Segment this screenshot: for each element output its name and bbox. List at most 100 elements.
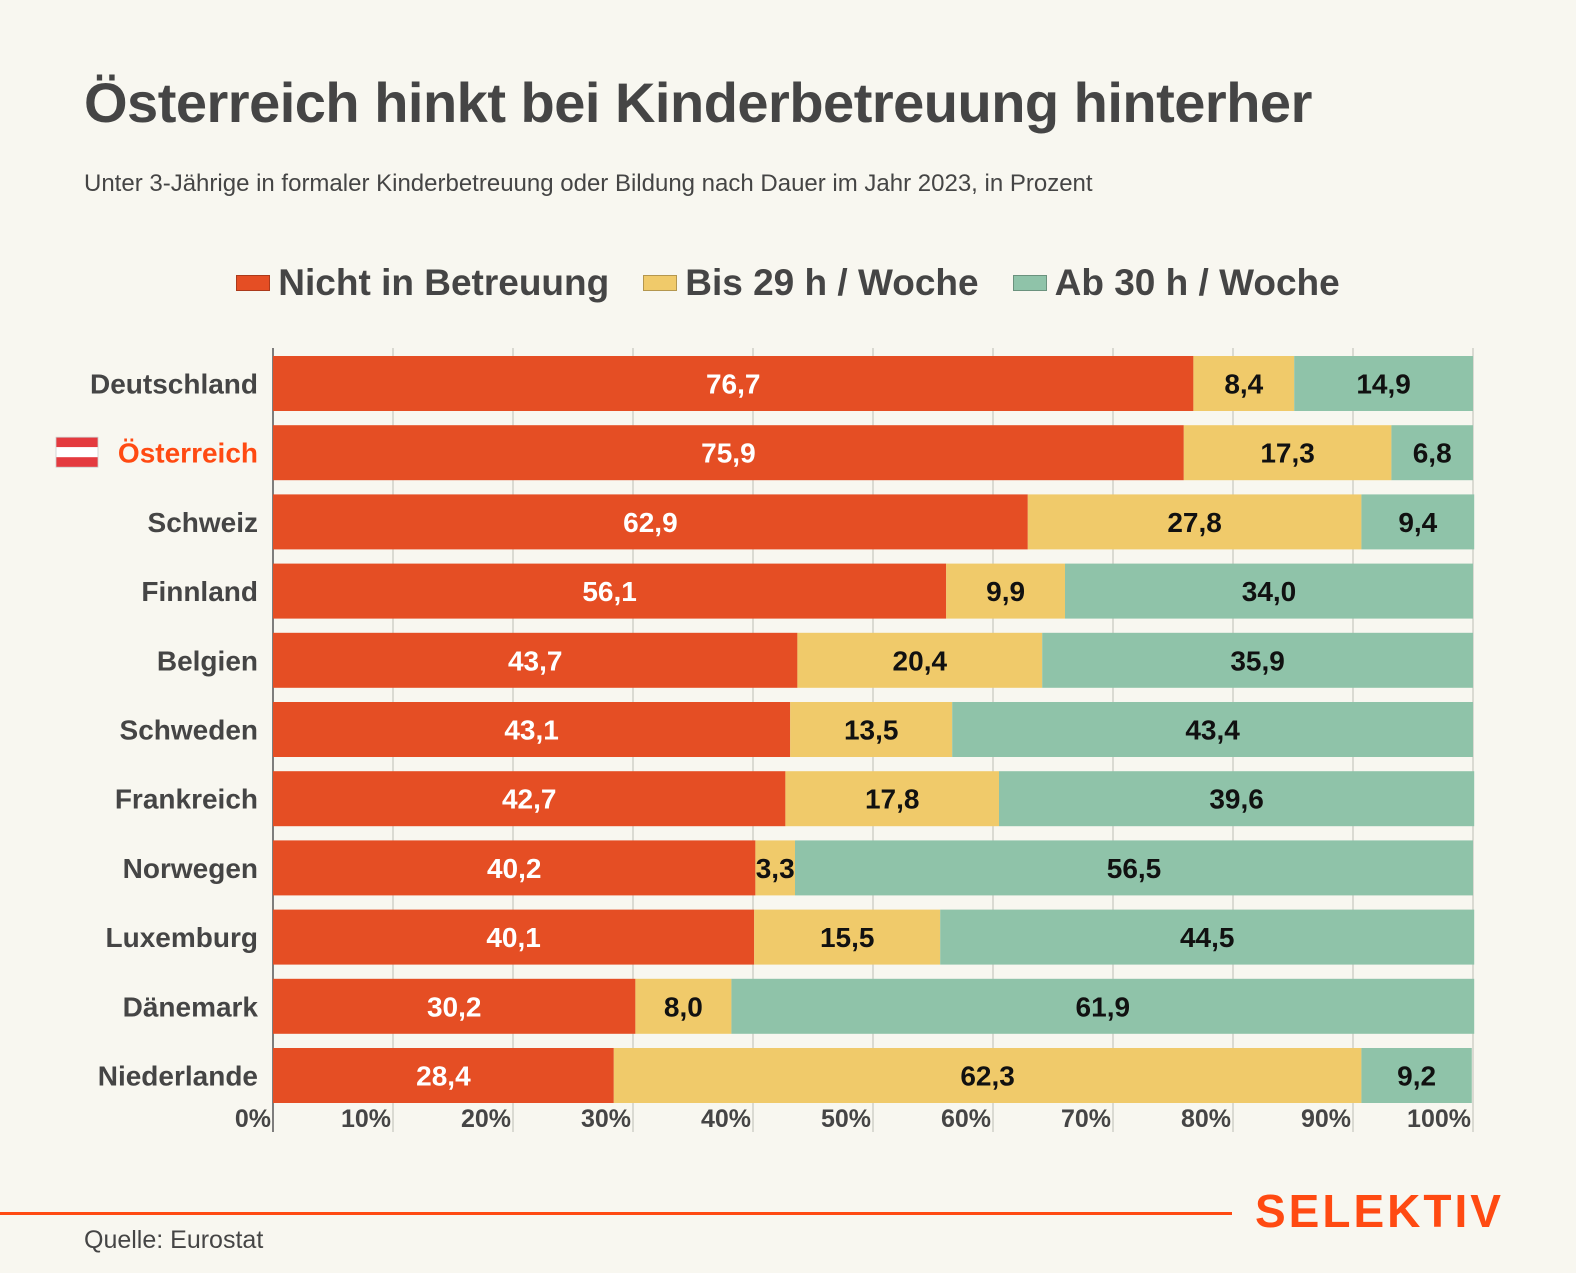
- bar-segment: [1183, 425, 1392, 481]
- data-label: 44,5: [1180, 922, 1235, 953]
- x-tick-label: 10%: [341, 1105, 391, 1133]
- bar-segment: [946, 563, 1065, 619]
- x-tick-label: 70%: [1061, 1105, 1111, 1133]
- data-label: 34,0: [1242, 576, 1297, 607]
- data-label: 9,2: [1397, 1061, 1436, 1092]
- category-label: Finnland: [141, 576, 258, 607]
- bar-segment: [731, 978, 1475, 1034]
- data-label: 56,1: [582, 576, 637, 607]
- legend-swatch-nicht-in-betreuung: [236, 275, 271, 291]
- category-label: Niederlande: [98, 1061, 258, 1092]
- bar-segment: [795, 840, 1473, 896]
- data-label: 30,2: [427, 991, 482, 1022]
- brand-logo: SELEKTIV: [1255, 1185, 1504, 1237]
- data-label: 75,9: [701, 438, 756, 469]
- data-label: 6,8: [1413, 438, 1452, 469]
- bar-segment: [273, 978, 636, 1034]
- data-label: 40,1: [486, 922, 541, 953]
- data-label: 62,9: [623, 507, 678, 538]
- legend-swatch-ab-30h: [1012, 275, 1047, 291]
- data-label: 35,9: [1230, 645, 1285, 676]
- data-label: 27,8: [1167, 507, 1222, 538]
- data-label: 43,1: [504, 715, 559, 746]
- bar-segment: [1193, 356, 1295, 411]
- bar-segment: [1361, 494, 1475, 550]
- legend-item-bis-29h: Bis 29 h / Woche: [643, 262, 979, 304]
- bar-segment: [613, 1048, 1362, 1103]
- data-label: 13,5: [844, 715, 899, 746]
- bar-segment: [273, 1048, 614, 1103]
- x-tick-label: 40%: [701, 1105, 751, 1133]
- x-tick-label: 50%: [821, 1105, 871, 1133]
- chart-subtitle: Unter 3-Jährige in formaler Kinderbetreu…: [84, 170, 1093, 197]
- x-tick-label: 30%: [581, 1105, 631, 1133]
- x-tick-label: 60%: [941, 1105, 991, 1133]
- bar-segment: [999, 771, 1475, 827]
- legend-item-nicht-in-betreuung: Nicht in Betreuung: [236, 262, 609, 304]
- data-label: 76,7: [706, 369, 761, 400]
- flag-stripe: [56, 437, 98, 448]
- bar-segment: [755, 840, 795, 896]
- bar-segment: [1391, 425, 1473, 481]
- x-tick-label: 90%: [1301, 1105, 1351, 1133]
- flag-border: [55, 436, 99, 468]
- x-tick-label: 20%: [461, 1105, 511, 1133]
- x-tick-label: 0%: [235, 1105, 271, 1133]
- data-label: 17,3: [1260, 438, 1315, 469]
- category-label: Luxemburg: [106, 922, 258, 953]
- bar-segment: [635, 978, 732, 1034]
- data-label: 14,9: [1356, 369, 1411, 400]
- data-label: 17,8: [865, 784, 920, 815]
- bar-segment: [273, 771, 786, 827]
- bar-segment: [952, 702, 1473, 757]
- category-label: Deutschland: [90, 369, 258, 400]
- data-label: 28,4: [416, 1061, 471, 1092]
- category-label: Dänemark: [123, 991, 259, 1022]
- austria-flag-icon: [55, 436, 99, 468]
- data-label: 43,4: [1185, 715, 1240, 746]
- data-label: 62,3: [960, 1061, 1015, 1092]
- bar-segment: [1027, 494, 1362, 550]
- data-label: 20,4: [893, 645, 948, 676]
- legend-label: Nicht in Betreuung: [278, 262, 610, 303]
- source-note: Quelle: Eurostat: [84, 1226, 264, 1254]
- bar-segment: [940, 909, 1475, 965]
- legend-label: Ab 30 h / Woche: [1054, 262, 1340, 303]
- bar-segment: [273, 702, 791, 757]
- bar-segment: [273, 909, 755, 965]
- category-label: Schweden: [120, 715, 258, 746]
- category-label: Frankreich: [115, 784, 258, 815]
- legend-label: Bis 29 h / Woche: [685, 262, 979, 303]
- data-label: 8,0: [664, 991, 703, 1022]
- bar-segment: [790, 702, 953, 757]
- bar-segment: [273, 840, 756, 896]
- data-label: 9,9: [986, 576, 1025, 607]
- footer-divider: [0, 1212, 1232, 1215]
- legend-item-ab-30h: Ab 30 h / Woche: [1012, 262, 1340, 304]
- bar-segment: [273, 356, 1194, 411]
- data-label: 42,7: [502, 784, 557, 815]
- x-tick-label: 80%: [1181, 1105, 1231, 1133]
- x-tick-label: 100%: [1407, 1105, 1471, 1133]
- data-label: 15,5: [820, 922, 875, 953]
- bar-segment: [1294, 356, 1473, 411]
- bar-segment: [273, 563, 947, 619]
- flag-stripe: [56, 457, 98, 468]
- data-label: 39,6: [1209, 784, 1264, 815]
- bar-segment: [785, 771, 999, 827]
- data-label: 9,4: [1398, 507, 1437, 538]
- bar-segment: [754, 909, 941, 965]
- bar-segment: [1361, 1048, 1472, 1103]
- data-label: 3,3: [756, 853, 795, 884]
- category-label: Österreich: [118, 438, 258, 469]
- data-label: 61,9: [1076, 991, 1131, 1022]
- bar-segment: [273, 494, 1028, 550]
- data-label: 43,7: [508, 645, 563, 676]
- flag-stripe: [56, 447, 98, 458]
- category-label: Belgien: [157, 645, 258, 676]
- category-label: Norwegen: [123, 853, 258, 884]
- bar-segment: [1042, 632, 1473, 688]
- legend-swatch-bis-29h: [643, 275, 678, 291]
- bar-segment: [1065, 563, 1473, 619]
